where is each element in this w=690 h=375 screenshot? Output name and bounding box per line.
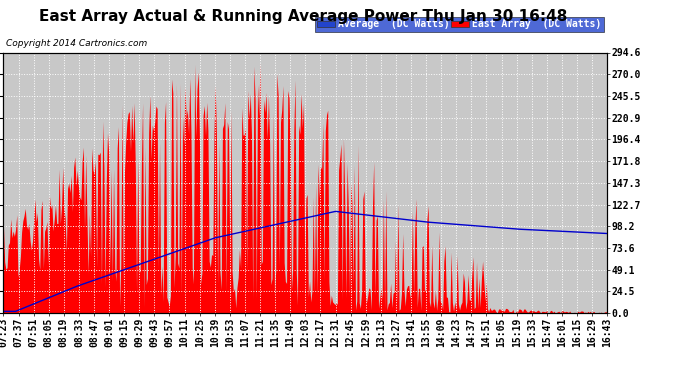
Text: Copyright 2014 Cartronics.com: Copyright 2014 Cartronics.com bbox=[6, 39, 147, 48]
Legend: Average  (DC Watts), East Array  (DC Watts): Average (DC Watts), East Array (DC Watts… bbox=[315, 17, 604, 32]
Text: East Array Actual & Running Average Power Thu Jan 30 16:48: East Array Actual & Running Average Powe… bbox=[39, 9, 568, 24]
